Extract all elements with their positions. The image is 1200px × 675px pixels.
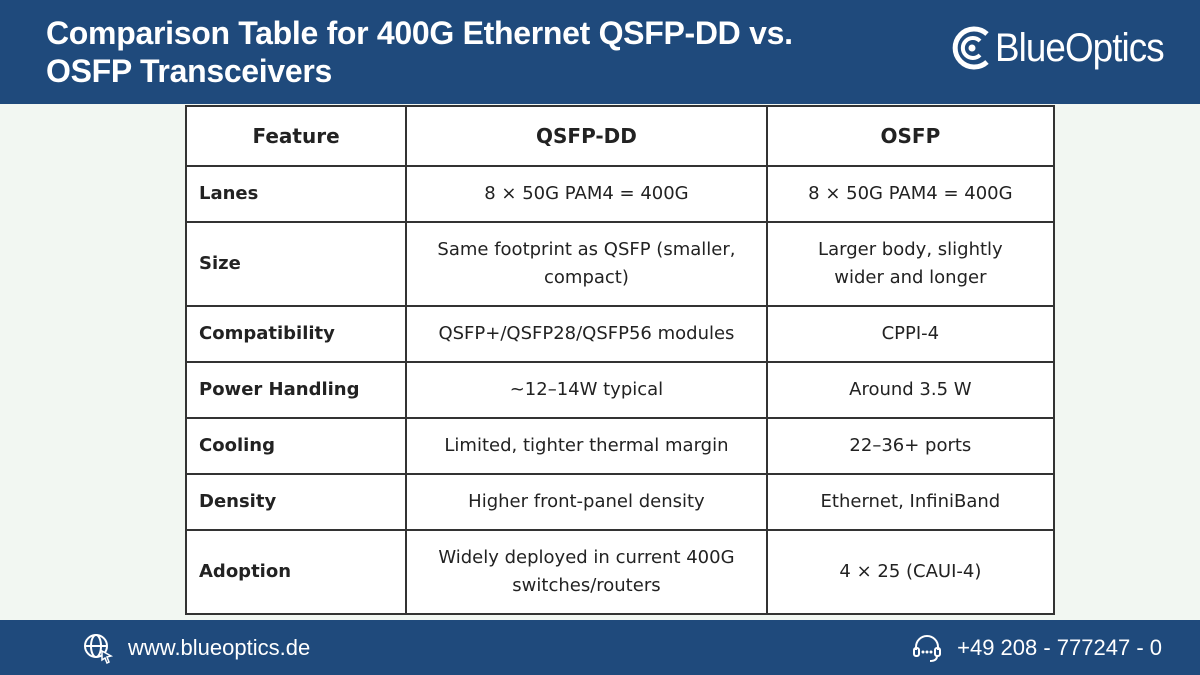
row-feature: Density — [184, 473, 408, 531]
title-line-1: Comparison Table for 400G Ethernet QSFP-… — [46, 15, 793, 51]
header-bar: Comparison Table for 400G Ethernet QSFP-… — [0, 0, 1200, 104]
row-qsfp-dd: ~12–14W typical — [405, 361, 768, 419]
row-feature: Size — [184, 221, 408, 307]
table-row: Power Handling ~12–14W typical Around 3.… — [184, 361, 1056, 419]
phone-number[interactable]: +49 208 - 777247 - 0 — [957, 635, 1162, 660]
title-line-2: OSFP Transceivers — [46, 53, 333, 89]
cell-line: Same footprint as QSFP (smaller, — [437, 239, 736, 260]
row-feature: Cooling — [184, 417, 408, 475]
table-row: Adoption Widely deployed in current 400G… — [184, 529, 1056, 615]
row-osfp: CPPI-4 — [765, 305, 1056, 363]
cell-line: wider and longer — [834, 267, 987, 288]
row-qsfp-dd: Limited, tighter thermal margin — [405, 417, 768, 475]
row-qsfp-dd: Widely deployed in current 400G switches… — [405, 529, 768, 615]
globe-cursor-icon — [84, 634, 114, 664]
website-link[interactable]: www.blueoptics.de — [128, 635, 311, 660]
row-feature: Compatibility — [184, 305, 408, 363]
header-osfp: OSFP — [765, 105, 1056, 167]
website-contact[interactable]: www.blueoptics.de — [82, 632, 310, 664]
row-osfp: 22–36+ ports — [765, 417, 1056, 475]
cell-line: Larger body, slightly — [818, 239, 1003, 260]
row-feature: Lanes — [184, 165, 408, 223]
row-qsfp-dd: 8 × 50G PAM4 = 400G — [405, 165, 768, 223]
blueoptics-logo-icon — [952, 26, 989, 70]
header-feature: Feature — [184, 105, 408, 167]
row-osfp: 4 × 25 (CAUI-4) — [765, 529, 1056, 615]
table-row: Compatibility QSFP+/QSFP28/QSFP56 module… — [184, 305, 1056, 363]
row-osfp: Around 3.5 W — [765, 361, 1056, 419]
row-osfp: Ethernet, InfiniBand — [765, 473, 1056, 531]
row-qsfp-dd: Higher front-panel density — [405, 473, 768, 531]
cell-line: switches/routers — [512, 575, 661, 596]
table-row: Density Higher front-panel density Ether… — [184, 473, 1056, 531]
row-qsfp-dd: QSFP+/QSFP28/QSFP56 modules — [405, 305, 768, 363]
headset-icon — [913, 635, 942, 662]
row-osfp: 8 × 50G PAM4 = 400G — [765, 165, 1056, 223]
table-row: Lanes 8 × 50G PAM4 = 400G 8 × 50G PAM4 =… — [184, 165, 1056, 223]
header-qsfp-dd: QSFP-DD — [405, 105, 768, 167]
row-qsfp-dd: Same footprint as QSFP (smaller, compact… — [405, 221, 768, 307]
logo-text: BlueOptics — [994, 26, 1165, 70]
brand-logo: BlueOptics — [949, 18, 1178, 78]
phone-contact[interactable]: +49 208 - 777247 - 0 — [911, 632, 1162, 664]
cell-line: Widely deployed in current 400G — [438, 547, 735, 568]
page-title: Comparison Table for 400G Ethernet QSFP-… — [46, 14, 926, 90]
row-feature: Adoption — [184, 529, 408, 615]
table-row: Size Same footprint as QSFP (smaller, co… — [184, 221, 1056, 307]
row-osfp: Larger body, slightly wider and longer — [765, 221, 1056, 307]
cell-line: compact) — [544, 267, 629, 288]
row-feature: Power Handling — [184, 361, 408, 419]
comparison-table: Feature QSFP-DD OSFP Lanes 8 × 50G PAM4 … — [184, 105, 1056, 615]
table-row: Cooling Limited, tighter thermal margin … — [184, 417, 1056, 475]
table-header-row: Feature QSFP-DD OSFP — [184, 105, 1056, 167]
footer-bar: www.blueoptics.de +49 208 - 777247 - 0 — [0, 620, 1200, 675]
